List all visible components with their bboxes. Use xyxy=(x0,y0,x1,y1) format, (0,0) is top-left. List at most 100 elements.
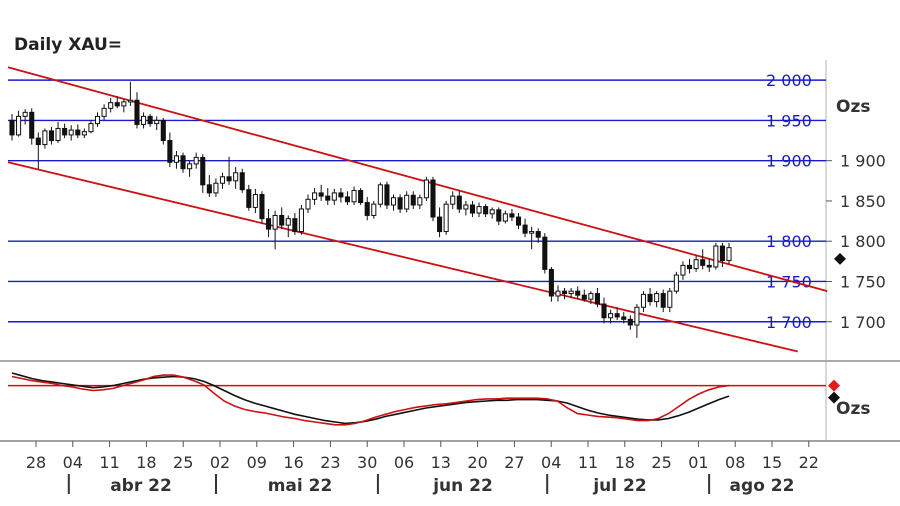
candle xyxy=(147,113,153,127)
candle-body-up xyxy=(726,247,732,262)
candle xyxy=(634,304,640,338)
x-tick-label: 15 xyxy=(762,453,782,472)
candle xyxy=(542,233,548,274)
candle-body-up xyxy=(673,274,679,292)
candle xyxy=(22,109,28,125)
candle-body-up xyxy=(16,115,22,136)
candle xyxy=(700,249,706,270)
candle-body-down xyxy=(575,290,581,296)
candle-body-down xyxy=(246,189,252,208)
candle-body-up xyxy=(285,218,291,226)
x-tick-label: 25 xyxy=(651,453,671,472)
candle-body-up xyxy=(555,290,561,297)
candle-body-down xyxy=(134,99,140,125)
y-tick-label: 1 850 xyxy=(840,192,886,211)
candle-body-up xyxy=(529,231,535,234)
candle xyxy=(719,242,725,267)
candle xyxy=(134,92,140,129)
candle xyxy=(35,132,41,169)
candle xyxy=(423,176,429,201)
candle-body-down xyxy=(160,119,166,142)
candle-body-up xyxy=(154,119,160,125)
candle xyxy=(141,112,147,129)
last-price-marker xyxy=(834,252,846,265)
candle-body-up xyxy=(127,99,133,103)
candle-body-down xyxy=(700,259,706,266)
candle xyxy=(266,209,272,238)
candle xyxy=(548,266,554,302)
candle xyxy=(108,97,114,113)
x-tick-label: 04 xyxy=(541,453,561,472)
candle xyxy=(101,104,107,121)
candle xyxy=(75,124,81,139)
candle xyxy=(233,167,239,189)
candle xyxy=(608,309,614,324)
y-axis-unit: Ozs xyxy=(836,97,870,117)
candle xyxy=(417,194,423,209)
candle xyxy=(522,218,528,238)
candle xyxy=(463,200,469,216)
level-label: 1 950 xyxy=(766,111,812,130)
candle-body-up xyxy=(693,259,699,270)
candle xyxy=(318,184,324,201)
candle xyxy=(200,154,206,193)
candle-body-up xyxy=(463,204,469,210)
candle xyxy=(206,175,212,197)
level-label: 1 700 xyxy=(766,313,812,332)
candle-body-down xyxy=(430,179,436,218)
candle-body-down xyxy=(9,119,15,136)
candle-body-up xyxy=(588,293,594,300)
candle xyxy=(272,210,278,250)
x-tick-label: 04 xyxy=(63,453,83,472)
candle-body-down xyxy=(397,197,403,210)
candle xyxy=(42,128,48,149)
x-tick-label: 06 xyxy=(394,453,414,472)
candle-body-down xyxy=(614,313,620,318)
candle-body-down xyxy=(114,102,120,107)
candle-body-down xyxy=(259,194,265,220)
candle-body-up xyxy=(219,176,226,184)
candle xyxy=(121,99,127,113)
candle-body-down xyxy=(75,129,81,136)
candle-body-down xyxy=(266,218,272,230)
candle-body-down xyxy=(364,202,370,216)
candle-body-down xyxy=(627,318,633,326)
candle xyxy=(450,191,456,209)
candle xyxy=(581,289,587,302)
candle xyxy=(88,120,94,134)
candle xyxy=(331,188,337,205)
candle xyxy=(279,207,285,230)
candle-body-down xyxy=(515,216,522,226)
candle-body-up xyxy=(88,123,94,133)
x-tick-label: 02 xyxy=(210,453,230,472)
candle xyxy=(476,202,482,218)
candle xyxy=(9,113,15,141)
month-label: jun 22 xyxy=(432,476,493,496)
candle-body-down xyxy=(496,209,502,222)
candle xyxy=(325,188,331,205)
candle-body-up xyxy=(213,182,219,194)
candle xyxy=(726,242,732,264)
candle xyxy=(483,204,489,218)
candle xyxy=(627,315,633,330)
candle xyxy=(456,191,462,214)
candle xyxy=(298,204,304,235)
x-tick-label: 13 xyxy=(431,453,451,472)
indicator-axis-unit: Ozs xyxy=(836,399,870,419)
candle xyxy=(338,188,344,203)
candle-body-down xyxy=(581,294,587,300)
candle-body-down xyxy=(706,264,712,268)
candle-body-up xyxy=(312,192,318,200)
candle xyxy=(713,242,719,270)
candle-body-up xyxy=(305,198,311,210)
month-label: jul 22 xyxy=(592,476,646,496)
candle-body-up xyxy=(193,156,199,165)
candle-body-up xyxy=(42,130,48,146)
candle xyxy=(187,160,193,177)
candle xyxy=(621,312,627,324)
candle-body-down xyxy=(338,192,344,198)
candle xyxy=(29,108,35,145)
candle-body-up xyxy=(22,111,28,117)
candle xyxy=(680,261,686,280)
